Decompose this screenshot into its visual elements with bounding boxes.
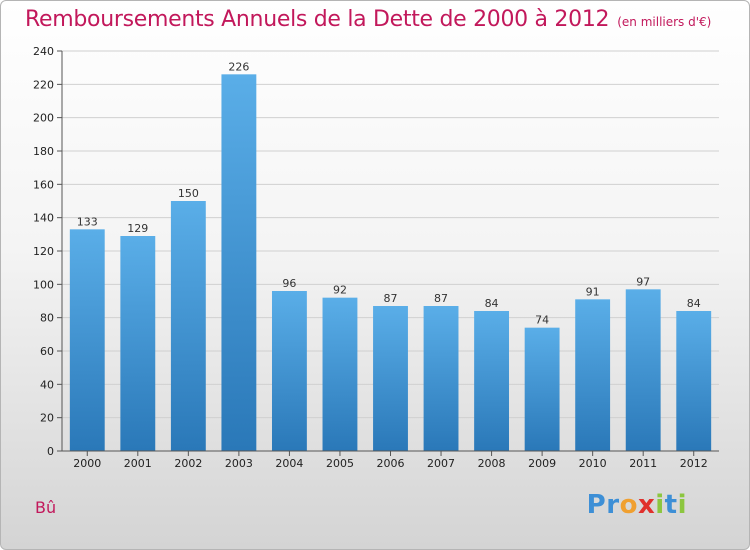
bar-2011 <box>625 289 661 451</box>
bar-2000 <box>69 229 105 451</box>
logo-letter: x <box>637 490 656 520</box>
bar-2005 <box>322 297 358 451</box>
y-tick-label: 220 <box>33 78 54 91</box>
y-tick-label: 140 <box>33 212 54 225</box>
data-label-2010: 91 <box>586 285 600 298</box>
bar-2010 <box>575 299 611 451</box>
x-tick-label-2012: 2012 <box>680 457 708 470</box>
y-tick-label: 120 <box>33 245 54 258</box>
x-tick-label-2004: 2004 <box>275 457 303 470</box>
data-label-2004: 96 <box>282 277 296 290</box>
bar-2003 <box>221 74 257 451</box>
y-tick-label: 160 <box>33 178 54 191</box>
x-tick-label-2008: 2008 <box>478 457 506 470</box>
logo-letter: P <box>586 490 607 520</box>
bar-2008 <box>474 311 510 451</box>
data-label-2007: 87 <box>434 292 448 305</box>
x-tick-label-2002: 2002 <box>174 457 202 470</box>
x-tick-label-2011: 2011 <box>629 457 657 470</box>
chart-title-text: Remboursements Annuels de la Dette de 20… <box>25 7 610 32</box>
data-label-2012: 84 <box>687 297 701 310</box>
y-tick-label: 200 <box>33 112 54 125</box>
data-label-2009: 74 <box>535 314 549 327</box>
x-tick-label-2001: 2001 <box>124 457 152 470</box>
chart-title: Remboursements Annuels de la Dette de 20… <box>25 7 711 32</box>
logo-letter: r <box>606 490 620 520</box>
y-tick-label: 20 <box>40 412 54 425</box>
place-name: Bû <box>35 498 57 517</box>
y-tick-labels: 0 20 40 60 80 100 120 140 160 180 200 220 240 <box>33 45 54 458</box>
x-tick-label-2007: 2007 <box>427 457 455 470</box>
x-tick-label-2006: 2006 <box>377 457 405 470</box>
data-label-2008: 84 <box>485 297 499 310</box>
data-label-2001: 129 <box>127 222 148 235</box>
x-tick-label-2009: 2009 <box>528 457 556 470</box>
y-tick-label: 180 <box>33 145 54 158</box>
data-labels: 133 129 150 226 96 92 87 87 84 74 91 97 84 <box>77 60 701 326</box>
bar-2004 <box>271 291 307 451</box>
bar-2002 <box>170 201 206 451</box>
x-tick-label-2000: 2000 <box>73 457 101 470</box>
bar-2007 <box>423 306 459 451</box>
bar-2001 <box>120 236 156 451</box>
logo-letter: i <box>677 490 687 520</box>
proxiti-logo: Proxiti <box>587 490 687 520</box>
data-label-2003: 226 <box>228 60 249 73</box>
logo-letter: t <box>664 490 678 520</box>
y-tick-label: 0 <box>47 445 54 458</box>
logo-letter: o <box>619 490 638 520</box>
data-label-2002: 150 <box>178 187 199 200</box>
axes <box>57 50 719 456</box>
y-tick-label: 60 <box>40 345 54 358</box>
y-tick-label: 100 <box>33 278 54 291</box>
data-label-2006: 87 <box>384 292 398 305</box>
bar-2009 <box>524 327 560 451</box>
y-tick-label: 240 <box>33 45 54 58</box>
chart-unit: (en milliers d'€) <box>617 15 712 29</box>
data-label-2005: 92 <box>333 284 347 297</box>
logo-letter: i <box>655 490 665 520</box>
x-tick-label-2003: 2003 <box>225 457 253 470</box>
bar-2012 <box>676 311 712 451</box>
y-tick-label: 80 <box>40 312 54 325</box>
x-tick-label-2005: 2005 <box>326 457 354 470</box>
x-tick-label-2010: 2010 <box>579 457 607 470</box>
data-label-2000: 133 <box>77 215 98 228</box>
bar-2006 <box>373 306 408 451</box>
x-tick-labels: 2000 2001 2002 2003 2004 2005 2006 2007 2008 2009… <box>73 457 707 470</box>
data-label-2011: 97 <box>636 275 650 288</box>
bars <box>69 74 712 451</box>
y-tick-label: 40 <box>40 378 54 391</box>
